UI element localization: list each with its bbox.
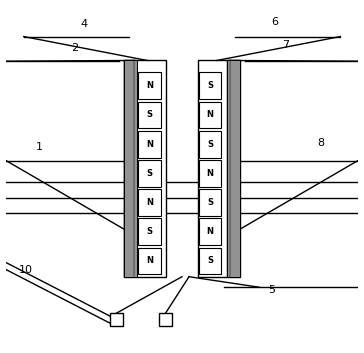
Bar [198,72,221,99]
Bar [138,102,161,128]
Text: 2: 2 [71,43,78,53]
Bar [110,313,123,326]
Text: S: S [207,256,213,265]
Bar [159,313,172,326]
Bar [138,160,161,187]
Text: 1: 1 [36,142,43,151]
Text: S: S [207,81,213,90]
Bar [138,189,161,216]
Bar [138,131,161,157]
Text: N: N [206,169,213,178]
Bar [198,219,221,245]
Bar [198,60,240,277]
Bar [198,189,221,216]
Text: 8: 8 [317,138,324,148]
Bar [198,160,221,187]
Text: N: N [146,81,153,90]
Text: N: N [206,227,213,236]
Text: 4: 4 [80,19,87,29]
Text: S: S [146,227,153,236]
Bar [198,102,221,128]
Bar [138,72,161,99]
Text: S: S [207,198,213,207]
Text: N: N [146,198,153,207]
Bar [198,247,221,274]
Text: S: S [146,110,153,119]
Text: S: S [146,169,153,178]
Text: N: N [146,256,153,265]
Text: 7: 7 [282,40,289,50]
Bar [124,60,137,277]
Text: N: N [146,140,153,149]
Bar [227,60,240,277]
Bar [138,247,161,274]
Text: 10: 10 [19,265,32,275]
Text: 5: 5 [268,285,275,295]
Text: S: S [207,140,213,149]
Bar [198,131,221,157]
Bar [138,219,161,245]
Bar [124,60,166,277]
Text: 6: 6 [272,17,279,27]
Text: N: N [206,110,213,119]
